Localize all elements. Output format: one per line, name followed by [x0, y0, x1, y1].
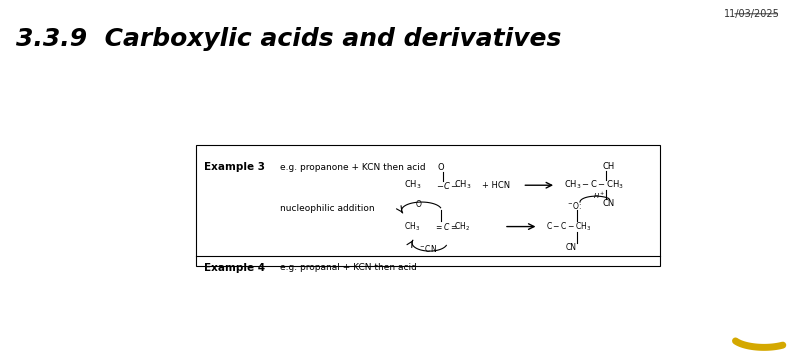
Text: $\rm CH_3$: $\rm CH_3$: [454, 179, 471, 192]
Text: $\rm CH_2$: $\rm CH_2$: [454, 220, 470, 233]
Text: CH: CH: [602, 163, 614, 171]
Text: 3.3.9  Carboxylic acids and derivatives: 3.3.9 Carboxylic acids and derivatives: [16, 27, 562, 51]
Text: $=C=$: $=C=$: [434, 221, 458, 232]
Text: CN: CN: [566, 243, 577, 252]
Text: nucleophilic addition: nucleophilic addition: [280, 204, 374, 213]
Text: Example 4: Example 4: [204, 263, 265, 273]
Text: 11/03/2025: 11/03/2025: [724, 9, 780, 19]
Text: $\rm CH_3-C-CH_3$: $\rm CH_3-C-CH_3$: [564, 179, 624, 192]
Text: $-C-$: $-C-$: [436, 180, 458, 191]
Text: $^-$CN: $^-$CN: [418, 243, 438, 254]
Text: $H^+$: $H^+$: [593, 190, 605, 201]
Text: O: O: [415, 200, 422, 209]
Text: $\rm CH_3$: $\rm CH_3$: [404, 220, 420, 233]
Text: $\rm C-C-CH_3$: $\rm C-C-CH_3$: [546, 220, 592, 233]
Text: CN: CN: [602, 199, 614, 208]
Text: Example 3: Example 3: [204, 163, 265, 173]
Text: O: O: [438, 163, 444, 172]
Text: + HCN: + HCN: [482, 181, 510, 190]
Text: $\rm CH_3$: $\rm CH_3$: [404, 179, 422, 192]
Text: e.g. propanal + KCN then acid: e.g. propanal + KCN then acid: [280, 263, 417, 272]
Text: e.g. propanone + KCN then acid: e.g. propanone + KCN then acid: [280, 163, 426, 172]
FancyBboxPatch shape: [196, 145, 660, 266]
Text: $^-$O:: $^-$O:: [566, 200, 582, 211]
